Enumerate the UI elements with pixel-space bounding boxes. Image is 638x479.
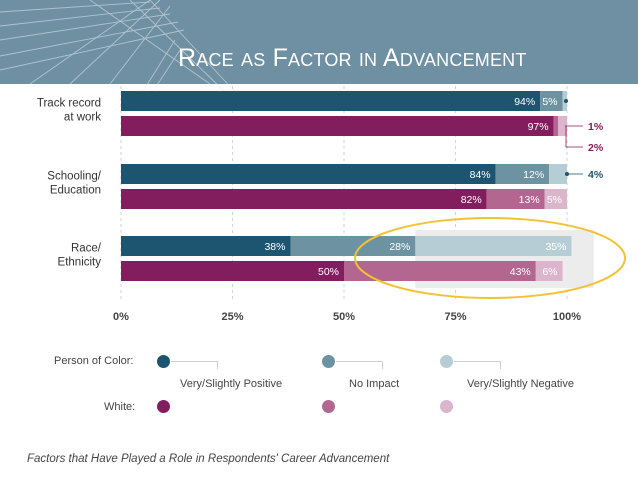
- x-tick-label: 25%: [221, 311, 243, 323]
- bar-segment: [121, 261, 344, 281]
- data-label: 13%: [519, 194, 540, 206]
- header-decoration: [0, 0, 236, 97]
- callout-line: [565, 126, 583, 148]
- category-label: at work: [64, 112, 101, 124]
- category-label: Education: [50, 185, 101, 197]
- data-label: 6%: [542, 266, 557, 278]
- slide-title: Race as Factor in Advancement: [178, 44, 527, 72]
- bar-segment: [121, 236, 291, 256]
- legend-swatch-poc-no-impact: [322, 355, 335, 368]
- legend-swatch-white-positive: [157, 400, 170, 413]
- category-label: Race/: [71, 243, 102, 255]
- callout-label: 2%: [588, 142, 604, 154]
- legend-swatch-poc-positive: [157, 355, 170, 368]
- data-label: 5%: [542, 96, 557, 108]
- legend-category-positive: Very/Slightly Positive: [180, 378, 283, 390]
- data-label: 82%: [461, 194, 482, 206]
- data-label: 12%: [523, 169, 544, 181]
- legend-swatch-white-no-impact: [322, 400, 335, 413]
- data-label: 35%: [545, 241, 566, 253]
- legend-category-no-impact: No Impact: [349, 378, 400, 390]
- bar-segment: [290, 236, 416, 256]
- legend-row-person-of-color: Person of Color:: [54, 355, 134, 367]
- bar-segment: [549, 164, 567, 184]
- callout-label: 1%: [588, 121, 604, 133]
- data-label: 97%: [528, 121, 549, 133]
- legend-swatch-white-negative: [440, 400, 453, 413]
- bar-segment: [344, 261, 536, 281]
- data-label: 84%: [470, 169, 491, 181]
- category-label: Schooling/: [47, 171, 102, 183]
- bar-segment: [415, 236, 572, 256]
- legend-row-white: White:: [104, 401, 136, 413]
- bar-segment: [121, 91, 541, 111]
- x-tick-label: 0%: [113, 311, 129, 323]
- x-tick-label: 50%: [333, 311, 355, 323]
- bar-segment: [495, 164, 550, 184]
- bar-segment: [553, 116, 559, 136]
- callout-dot: [564, 99, 568, 103]
- bar-segment: [121, 189, 487, 209]
- legend-swatch-poc-negative: [440, 355, 453, 368]
- x-tick-label: 100%: [553, 311, 581, 323]
- category-label: Track record: [37, 98, 101, 110]
- highlight-ellipse: [354, 217, 626, 299]
- bar-segment: [540, 91, 563, 111]
- bar-segment: [121, 164, 496, 184]
- legend-rule: [454, 361, 501, 369]
- callout-dot: [565, 172, 569, 176]
- bar-segment: [486, 189, 545, 209]
- bar-segment: [558, 116, 567, 136]
- data-label: 50%: [318, 266, 339, 278]
- bar-segment: [544, 189, 567, 209]
- legend-category-negative: Very/Slightly Negative: [467, 378, 574, 390]
- data-label: 5%: [547, 194, 562, 206]
- bar-segment: [121, 116, 554, 136]
- data-label: 94%: [514, 96, 535, 108]
- bar-segment: [535, 261, 563, 281]
- category-label: Ethnicity: [58, 257, 102, 269]
- data-label: 38%: [264, 241, 285, 253]
- legend-rule: [171, 361, 218, 369]
- x-tick-label: 75%: [444, 311, 466, 323]
- figure-caption: Factors that Have Played a Role in Respo…: [27, 453, 390, 465]
- data-label: 28%: [389, 241, 410, 253]
- callout-label: 4%: [588, 169, 604, 181]
- data-label: 43%: [510, 266, 531, 278]
- legend-rule: [336, 361, 383, 369]
